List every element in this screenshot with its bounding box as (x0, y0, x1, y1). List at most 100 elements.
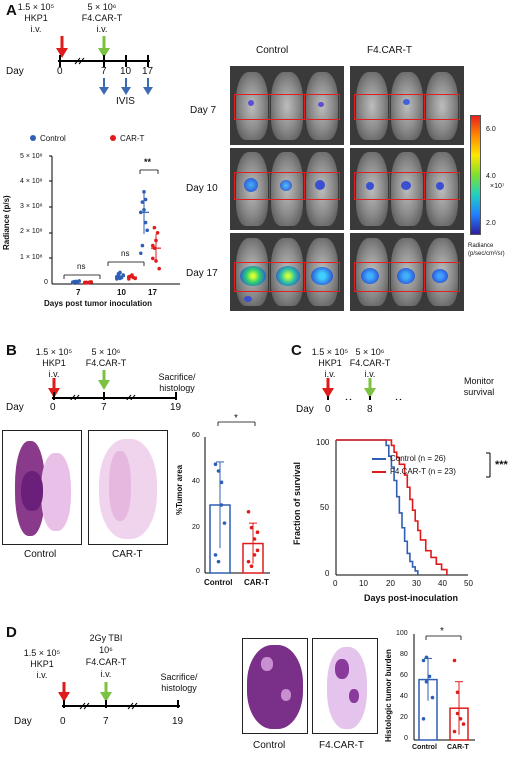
radiance-point (116, 271, 121, 276)
area-xtick-cart: CAR-T (244, 578, 269, 587)
roi-box (304, 94, 340, 120)
surv-xlabel: Days post-inoculation (364, 593, 459, 603)
img-row-day7: Day 7 (190, 105, 217, 116)
tissue-lobe (247, 645, 303, 729)
dose1-name: HKP1 (318, 358, 342, 368)
burden-ytick-80: 80 (400, 651, 408, 658)
panel-letter-c: C (291, 342, 302, 359)
bar-point (458, 717, 463, 721)
radiance-point (157, 266, 161, 271)
radiance-point (154, 259, 158, 263)
bar-point (219, 480, 224, 485)
day-10-a: 10 (120, 66, 132, 77)
surv-ytick-0: 0 (325, 569, 330, 578)
area-xtick-control: Control (204, 578, 233, 587)
bar-point (213, 462, 218, 467)
dose2-route: i.v. (96, 24, 108, 34)
colorbar-label-1: Radiance (468, 243, 494, 249)
area-ytick-20: 20 (192, 524, 200, 531)
surv-ytick-100: 100 (316, 438, 330, 447)
bar-point (455, 711, 460, 716)
day-7-d: 7 (103, 716, 109, 727)
bar-point (424, 679, 429, 684)
surv-xtick-20: 20 (386, 579, 395, 588)
bar-point (246, 559, 251, 564)
day-label-a: Day (6, 66, 24, 77)
timeline-c-graphic (322, 378, 402, 400)
day-8-c: 8 (367, 404, 373, 415)
mouse (391, 72, 423, 140)
dose2-value: 10⁶ (99, 645, 113, 655)
tissue-lobe (109, 451, 131, 521)
signal-blob (366, 182, 374, 190)
row-divider-1 (230, 145, 464, 148)
signal-blob (397, 268, 415, 284)
histology-thumb-control (2, 430, 82, 545)
surv-xtick-30: 30 (412, 579, 421, 588)
burden-xtick-cart: CAR-T (447, 744, 469, 751)
img-row-day17: Day 17 (186, 268, 218, 279)
bar-point (252, 553, 257, 557)
signal-blob (436, 182, 444, 190)
tissue-lobe (281, 689, 291, 701)
bar-point (252, 537, 257, 541)
surv-legend-control: Control (n = 26) (390, 454, 446, 463)
radiance-point (72, 279, 77, 284)
signal-blob (432, 269, 448, 283)
mouse (426, 72, 458, 140)
signal-blob (403, 99, 410, 105)
surv-xtick-50: 50 (464, 579, 473, 588)
bar-point (421, 658, 426, 663)
radiance-point (130, 273, 134, 277)
signal-blob (315, 180, 325, 190)
dose2-name: F4.CAR-T (85, 358, 127, 368)
sig-day10: ns (121, 249, 130, 258)
surv-xtick-10: 10 (359, 579, 368, 588)
dose2-name: F4.CAR-T (81, 13, 123, 23)
radiance-point (154, 238, 158, 243)
radiance-ytick-0: 0 (44, 279, 48, 286)
panel-letter-d: D (6, 624, 17, 641)
day-0-d: 0 (60, 716, 66, 727)
day-19-b: 19 (170, 402, 182, 413)
surv-legend-cart: F4.CAR-T (n = 23) (390, 467, 456, 476)
signal-blob (248, 100, 254, 106)
dose1-route: i.v. (324, 369, 336, 379)
radiance-point (142, 190, 146, 194)
radiance-xtick-7: 7 (76, 288, 81, 297)
thumb-label-cart-b: CAR-T (112, 549, 143, 560)
bar-point (452, 729, 457, 734)
dose2-value: 5 × 10⁶ (91, 347, 121, 357)
radiance-point (145, 228, 149, 233)
legend-cart-dot (110, 135, 116, 141)
bar-point (213, 553, 218, 557)
signal-blob (401, 181, 411, 190)
thumb-label-control-b: Control (24, 549, 57, 560)
tissue-lobe (349, 689, 359, 703)
burden-sig: * (440, 626, 444, 637)
signal-blob (276, 266, 300, 286)
signal-blob (318, 102, 324, 107)
dose2-name: F4.CAR-T (349, 358, 391, 368)
bar-point (255, 548, 260, 553)
bar-point (430, 695, 435, 700)
tissue-lobe (261, 657, 273, 671)
sig-day7: ns (77, 262, 86, 271)
radiance-point (140, 243, 145, 248)
monitor-label-2: survival (463, 387, 495, 397)
timeline-a-graphic (56, 36, 153, 95)
img-row-day10: Day 10 (186, 183, 218, 194)
end-label-2: histology (161, 683, 197, 693)
tumor-area-plot (204, 421, 270, 574)
radiance-point (89, 280, 93, 284)
roi-box (304, 172, 340, 200)
burden-xtick-control: Control (412, 744, 437, 751)
legend-control-label: Control (40, 134, 66, 143)
dose1-name: HKP1 (24, 13, 48, 23)
bar-point (461, 722, 466, 726)
radiance-point (152, 246, 157, 250)
radiance-point (139, 210, 143, 215)
radiance-colorbar (470, 115, 481, 235)
burden-ytick-100: 100 (396, 630, 408, 637)
